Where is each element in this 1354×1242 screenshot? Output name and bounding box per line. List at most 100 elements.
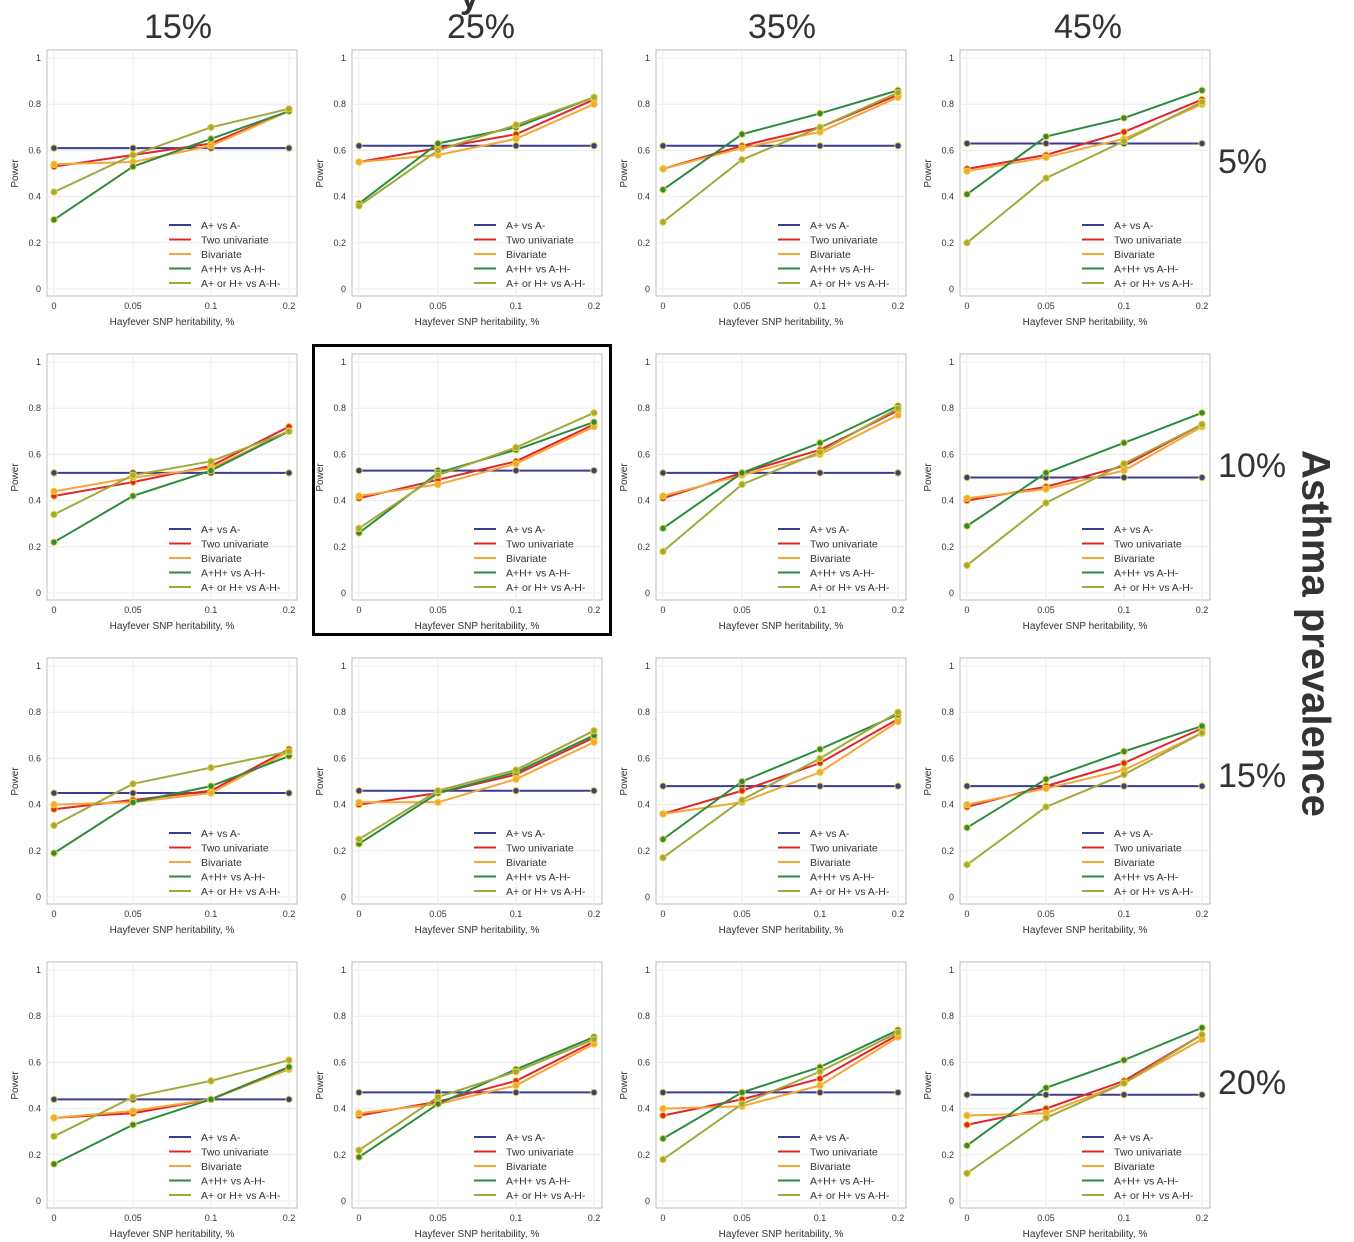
data-point-s3-x3 xyxy=(816,768,824,776)
data-point-s1-x2 xyxy=(1042,1091,1050,1099)
series-line-3 xyxy=(662,96,899,170)
legend-label-4: A+H+ vs A-H- xyxy=(1114,568,1179,580)
series-line-4 xyxy=(966,725,1203,829)
x-axis-label: Hayfever SNP heritability, % xyxy=(719,621,844,632)
legend-label-1: A+ vs A- xyxy=(201,220,241,232)
panel-frame xyxy=(655,353,907,601)
legend-label-1: A+ vs A- xyxy=(506,828,546,840)
y-tick-label: 0.4 xyxy=(333,496,346,506)
y-tick-label: 0.4 xyxy=(637,496,650,506)
data-point-s3-x1 xyxy=(963,800,971,809)
data-point-s4-x2 xyxy=(129,798,137,806)
data-point-s5-x4 xyxy=(590,726,598,735)
x-tick-label: 0.05 xyxy=(733,605,751,615)
legend-label-5: A+ or H+ vs A-H- xyxy=(201,886,281,898)
data-point-s1-x1 xyxy=(963,473,971,482)
series-line-4 xyxy=(662,1029,899,1140)
y-axis-label: Power xyxy=(923,159,934,188)
data-point-s5-x2 xyxy=(434,471,442,479)
data-point-s1-x2 xyxy=(1042,139,1050,148)
data-point-s4-x3 xyxy=(1120,114,1128,122)
x-axis-label: Hayfever SNP heritability, % xyxy=(1023,1229,1148,1240)
series-line-3 xyxy=(662,1036,899,1110)
legend-label-5: A+ or H+ vs A-H- xyxy=(810,886,890,898)
x-tick-label: 0 xyxy=(660,605,665,615)
data-point-s4-x2 xyxy=(1042,1084,1050,1092)
y-tick-label: 0.8 xyxy=(333,99,346,109)
panel-r4-c1: 0 0.2 0.4 0.6 0.8 1 0 0.05 0.1 0.2 Hayfever SNP he… xyxy=(10,961,298,1240)
series-line-4 xyxy=(358,96,595,205)
x-tick-label: 0.05 xyxy=(733,1213,751,1223)
row-label-3: 15% xyxy=(1218,757,1287,795)
legend-label-4: A+H+ vs A-H- xyxy=(506,872,571,884)
x-tick-label: 0.2 xyxy=(892,909,905,919)
data-point-s5-x3 xyxy=(1120,137,1128,145)
data-point-s5-x1 xyxy=(355,524,363,533)
data-point-s5-x1 xyxy=(963,239,971,247)
y-tick-label: 0 xyxy=(645,1196,650,1206)
x-axis-label: Hayfever SNP heritability, % xyxy=(719,1229,844,1240)
data-point-s3-x1 xyxy=(963,1111,971,1120)
series-line-4 xyxy=(53,1066,290,1165)
data-point-s5-x1 xyxy=(659,1155,667,1164)
data-point-s3-x3 xyxy=(207,142,215,150)
row-label-1: 5% xyxy=(1218,143,1268,181)
data-point-s2-x2 xyxy=(738,787,746,795)
data-point-s5-x2 xyxy=(129,471,137,479)
data-point-s3-x1 xyxy=(659,165,667,173)
x-tick-label: 0 xyxy=(964,605,969,615)
y-axis-label: Power xyxy=(10,463,21,492)
data-point-s1-x1 xyxy=(659,782,667,790)
data-point-s3-x1 xyxy=(659,492,667,500)
y-tick-label: 0 xyxy=(36,1196,41,1206)
x-tick-label: 0.05 xyxy=(124,909,142,919)
data-point-s4-x2 xyxy=(129,492,137,500)
x-tick-label: 0.1 xyxy=(205,301,218,311)
data-point-s1-x3 xyxy=(816,782,824,790)
x-tick-label: 0.2 xyxy=(1196,909,1209,919)
data-point-s5-x4 xyxy=(590,93,598,101)
legend-label-4: A+H+ vs A-H- xyxy=(201,264,266,276)
legend-label-5: A+ or H+ vs A-H- xyxy=(1114,1190,1194,1202)
y-tick-label: 0.4 xyxy=(637,192,650,202)
y-tick-label: 0.4 xyxy=(333,800,346,810)
data-point-s3-x2 xyxy=(434,798,442,806)
panel-r3-c3: 0 0.2 0.4 0.6 0.8 1 0 0.05 0.1 0.2 Hayfever SNP he… xyxy=(619,657,907,936)
data-point-s5-x2 xyxy=(434,146,442,155)
y-tick-label: 1 xyxy=(341,661,346,671)
data-point-s2-x3 xyxy=(816,1074,824,1083)
x-tick-label: 0.1 xyxy=(814,301,827,311)
series-line-5 xyxy=(358,411,595,530)
y-tick-label: 1 xyxy=(645,53,650,63)
data-point-s3-x3 xyxy=(207,789,215,797)
data-point-s5-x3 xyxy=(512,121,520,129)
data-point-s4-x1 xyxy=(659,524,667,533)
data-point-s4-x2 xyxy=(129,1121,137,1129)
row-label-4: 20% xyxy=(1218,1064,1287,1102)
data-point-s5-x1 xyxy=(355,835,363,843)
legend-label-2: Two univariate xyxy=(1114,235,1182,247)
legend-label-3: Bivariate xyxy=(506,857,547,869)
data-point-s1-x4 xyxy=(894,142,902,150)
legend-label-3: Bivariate xyxy=(810,553,851,565)
data-point-s5-x1 xyxy=(659,854,667,862)
legend-label-2: Two univariate xyxy=(506,843,574,855)
legend-label-4: A+H+ vs A-H- xyxy=(810,872,875,884)
series-line-2 xyxy=(53,110,290,168)
data-point-s3-x4 xyxy=(590,738,598,746)
series-line-4 xyxy=(966,1026,1203,1147)
y-tick-label: 0.6 xyxy=(333,145,346,155)
data-point-s5-x2 xyxy=(738,1100,746,1108)
data-point-s1-x1 xyxy=(659,1088,667,1097)
y-axis-label: Power xyxy=(315,463,326,492)
data-point-s1-x3 xyxy=(816,469,824,477)
series-line-3 xyxy=(358,425,595,497)
series-line-3 xyxy=(966,732,1203,806)
y-tick-label: 0.4 xyxy=(28,1104,41,1114)
y-axis-label: Power xyxy=(10,1071,21,1100)
legend-label-1: A+ vs A- xyxy=(201,828,241,840)
data-point-s1-x1 xyxy=(50,144,58,152)
data-point-s1-x1 xyxy=(659,142,667,150)
data-point-s5-x3 xyxy=(512,766,520,774)
data-point-s5-x3 xyxy=(512,1067,520,1076)
